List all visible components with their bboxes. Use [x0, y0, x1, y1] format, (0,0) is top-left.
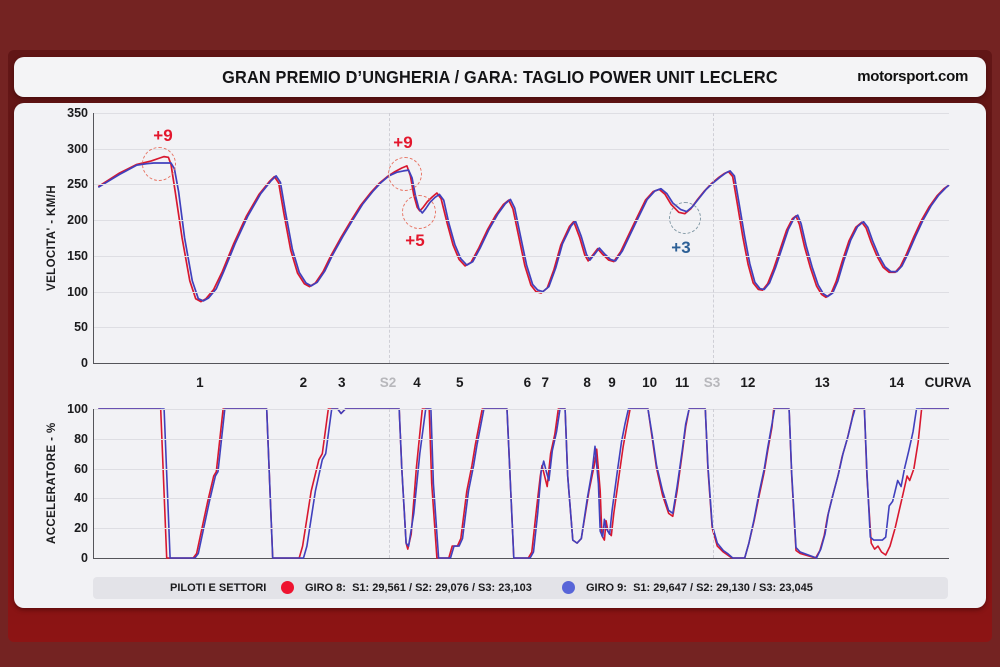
page-title: GRAN PREMIO D’UNGHERIA / GARA: TAGLIO PO… [222, 67, 778, 87]
header-bar: GRAN PREMIO D’UNGHERIA / GARA: TAGLIO PO… [14, 57, 986, 97]
corner-label-14: 14 [889, 375, 905, 390]
velocity-plot [93, 113, 950, 364]
axis-tick: 150 [67, 248, 88, 263]
sector-boundary-line [713, 113, 715, 363]
corner-label-13: 13 [814, 375, 830, 390]
giro9-label: GIRO 9: S1: 29,647 / S2: 29,130 / S3: 23… [586, 577, 813, 599]
corner-label-10: 10 [642, 375, 658, 390]
gridline [94, 468, 949, 470]
giro8-label: GIRO 8: S1: 29,561 / S2: 29,076 / S3: 23… [305, 577, 532, 599]
giro8-name: GIRO 8: [305, 582, 346, 594]
corner-label-s2: S2 [379, 375, 397, 390]
axis-tick: 60 [74, 461, 88, 476]
motorsport-logo: motorsport.com [857, 68, 968, 85]
axis-tick: 40 [74, 491, 88, 506]
legend-strip: PILOTI E SETTORI GIRO 8: S1: 29,561 / S2… [93, 577, 948, 599]
corner-label-9: 9 [608, 375, 616, 390]
throttle-trace-giro9 [98, 408, 949, 559]
axis-tick: 300 [67, 141, 88, 156]
corner-label-3: 3 [338, 375, 346, 390]
corner-label-8: 8 [583, 375, 591, 390]
axis-tick: 0 [81, 355, 88, 370]
corner-label-s3: S3 [703, 375, 721, 390]
sector-boundary-line [388, 113, 390, 363]
axis-tick: 200 [67, 213, 88, 228]
axis-tick: 100 [67, 284, 88, 299]
velocity-trace-giro9 [97, 162, 950, 302]
gridline [94, 184, 949, 186]
gridline [94, 409, 949, 410]
corner-label-1: 1 [196, 375, 204, 390]
axis-tick: 0 [81, 550, 88, 565]
corner-label-12: 12 [740, 375, 756, 390]
giro8-dot [281, 581, 294, 594]
axis-tick: 80 [74, 431, 88, 446]
throttle-plot [93, 408, 949, 559]
giro9-dot [562, 581, 575, 594]
sector-boundary-line [713, 409, 715, 558]
corner-label-5: 5 [456, 375, 464, 390]
axis-tick: 20 [74, 521, 88, 536]
legend-title: PILOTI E SETTORI [170, 582, 267, 594]
velocity-axis-ticks: 350 300 250 200 150 100 50 0 [44, 106, 88, 370]
gridline [94, 438, 949, 440]
gridline [94, 528, 949, 530]
corner-label-7: 7 [541, 375, 550, 390]
axis-tick: 100 [67, 402, 88, 416]
gridline [94, 113, 949, 114]
corner-label-11: 11 [674, 375, 690, 390]
gridline [94, 291, 949, 293]
throttle-axis-ticks: 100 80 60 40 20 0 [44, 402, 88, 565]
gridline [94, 498, 949, 500]
sector-boundary-line [388, 409, 390, 558]
telemetry-panel: VELOCITA' - KM/H 350 300 250 200 150 100 50 0 +… [14, 103, 986, 608]
corner-label-6: 6 [523, 375, 532, 390]
axis-tick: 350 [67, 106, 88, 120]
corner-label-curva: CURVA [924, 375, 972, 390]
giro9-name: GIRO 9: [586, 582, 627, 594]
throttle-trace-giro8 [98, 408, 949, 559]
axis-tick: 250 [67, 177, 88, 192]
velocity-traces [97, 155, 950, 303]
corner-row: 1 2 3 S2 4 5 6 7 8 9 10 11 S3 12 13 14 CURVA [93, 375, 971, 395]
gridline [94, 220, 949, 222]
velocity-trace-giro8 [97, 155, 950, 303]
gridline [94, 327, 949, 329]
gridline [94, 255, 949, 257]
corner-label-4: 4 [413, 375, 421, 390]
gridline [94, 148, 949, 150]
axis-tick: 50 [74, 320, 88, 335]
corner-label-2: 2 [299, 375, 308, 390]
giro9-times: S1: 29,647 / S2: 29,130 / S3: 23,045 [633, 582, 813, 594]
throttle-traces [98, 408, 949, 559]
giro8-times: S1: 29,561 / S2: 29,076 / S3: 23,103 [352, 582, 532, 594]
